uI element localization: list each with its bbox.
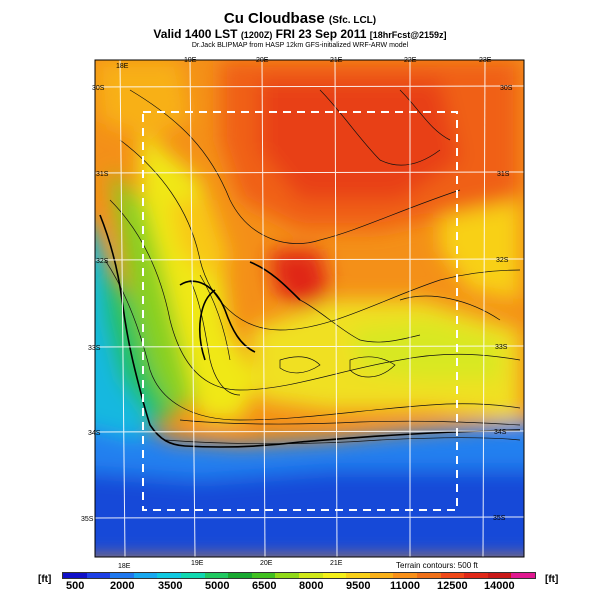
color-bar-swatch <box>275 573 299 578</box>
left-lat-label: 33S <box>88 345 101 352</box>
map-title: Cu Cloudbase (Sfc. LCL) <box>0 10 600 27</box>
legend-tick: 8000 <box>299 580 324 592</box>
color-bar-swatch <box>63 573 87 578</box>
bottom-lon-label: 20E <box>260 560 273 567</box>
color-bar-swatch <box>322 573 347 578</box>
top-lon-label: 20E <box>256 57 269 64</box>
top-lon-label: 19E <box>184 57 197 64</box>
map-frame <box>94 59 525 558</box>
color-bar-swatch <box>416 573 441 578</box>
right-lat-label: 31S <box>497 171 510 178</box>
top-lon-label: 23E <box>479 57 492 64</box>
color-bar-swatch <box>86 573 111 578</box>
top-lon-label: 22E <box>404 57 417 64</box>
left-lat-labels: 30S 31S 32S 33S 34S 35S <box>81 85 109 523</box>
lat-lon-grid <box>95 60 524 557</box>
color-bar-swatch <box>204 573 229 578</box>
right-lat-label: 32S <box>496 257 509 264</box>
color-bar-swatch <box>251 573 276 578</box>
map-subtitle: Valid 1400 LST (1200Z) FRI 23 Sep 2011 [… <box>0 27 600 41</box>
credit-line: Dr.Jack BLIPMAP from HASP 12km GFS-initi… <box>191 42 409 49</box>
legend-tick: 12500 <box>437 580 468 592</box>
legend-tick: 11000 <box>390 580 420 592</box>
legend-tick: 14000 <box>484 580 515 592</box>
legend-tick: 6500 <box>252 580 277 592</box>
right-lat-label: 33S <box>495 344 508 351</box>
color-bar-swatch <box>393 573 417 578</box>
legend-tick: 500 <box>66 580 85 592</box>
bottom-lon-label: 19E <box>191 560 204 567</box>
legend-tick: 3500 <box>158 580 183 592</box>
color-bar-swatch <box>133 573 158 578</box>
top-lon-label: 18E <box>116 63 129 70</box>
left-lat-label: 35S <box>81 516 94 523</box>
color-bar-swatch <box>487 573 512 578</box>
legend-tick: 9500 <box>346 580 371 592</box>
color-bar-swatch <box>110 573 134 578</box>
bottom-lon-label: 18E <box>118 563 131 570</box>
forecast-info: [18hrFcst@2159z] <box>369 30 447 40</box>
valid-time: Valid 1400 LST <box>153 27 238 41</box>
color-bar-swatch <box>157 573 181 578</box>
top-lon-labels: 18E 19E 20E 21E 22E 23E <box>116 57 492 70</box>
right-lat-label: 30S <box>500 85 513 92</box>
inner-domain-box <box>142 111 458 511</box>
top-lon-label: 21E <box>330 57 343 64</box>
legend-tick: 2000 <box>110 580 135 592</box>
color-bar-swatch <box>298 573 323 578</box>
title-suffix: (Sfc. LCL) <box>328 15 377 26</box>
left-lat-label: 31S <box>96 171 109 178</box>
legend-tick: 5000 <box>205 580 230 592</box>
bottom-lon-label: 21E <box>330 560 343 567</box>
color-field <box>95 60 524 557</box>
right-lat-label: 35S <box>493 515 506 522</box>
title-text: Cu Cloudbase <box>223 10 325 27</box>
color-bar-swatch <box>346 573 370 578</box>
left-lat-label: 32S <box>96 258 109 265</box>
color-bar-swatch <box>511 573 535 578</box>
right-lat-label: 34S <box>494 429 507 436</box>
color-bar-swatch <box>180 573 205 578</box>
right-lat-labels: 30S 31S 32S 33S 34S 35S <box>493 85 513 522</box>
left-lat-label: 34S <box>88 430 101 437</box>
valid-date: FRI 23 Sep 2011 <box>275 27 367 41</box>
utc-time: (1200Z) <box>240 30 273 40</box>
left-lat-label: 30S <box>92 85 105 92</box>
terrain-contour-note: Terrain contours: 500 ft <box>396 561 478 570</box>
color-bar-swatch <box>464 573 488 578</box>
color-bar-swatch <box>369 573 394 578</box>
legend-unit-right: [ft] <box>545 574 559 585</box>
color-bar-swatch <box>228 573 252 578</box>
legend-unit-left: [ft] <box>38 574 52 585</box>
color-bar <box>62 572 536 579</box>
color-bar-swatch <box>440 573 465 578</box>
bottom-lon-labels: 18E 19E 20E 21E <box>118 560 343 570</box>
